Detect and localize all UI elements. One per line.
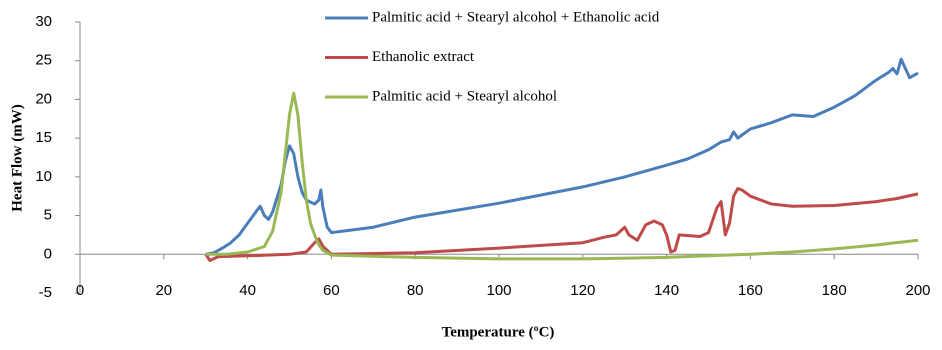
- x-tick-label: 120: [570, 282, 595, 299]
- x-tick-label: 200: [905, 282, 930, 299]
- x-tick-label: 20: [155, 282, 172, 299]
- y-tick-label: 15: [35, 129, 52, 146]
- y-axis-title: Heat Flow (mW): [9, 104, 25, 211]
- x-tick-label: 140: [654, 282, 679, 299]
- legend-label: Ethanolic extract: [372, 49, 475, 65]
- y-tick-label: 0: [44, 245, 52, 262]
- x-tick-label: 80: [407, 282, 424, 299]
- x-tick-label: 60: [323, 282, 340, 299]
- y-tick-label: 5: [44, 207, 52, 224]
- y-tick-label: 30: [35, 13, 52, 30]
- x-tick-label: 180: [822, 282, 847, 299]
- y-tick-label: 25: [35, 52, 52, 69]
- y-tick-label: 10: [35, 168, 52, 185]
- x-axis-title: Temperature (ºC): [442, 324, 555, 340]
- y-tick-label: 20: [35, 90, 52, 107]
- series-line: [205, 91, 919, 261]
- x-tick-label: 40: [239, 282, 256, 299]
- x-tick-label: 0: [76, 282, 84, 299]
- series-line: [205, 57, 919, 256]
- y-tick-label: -5: [39, 284, 52, 301]
- x-tick-label: 160: [738, 282, 763, 299]
- legend-label: Palmitic acid + Stearyl alcohol: [372, 88, 557, 104]
- legend-label: Palmitic acid + Stearyl alcohol + Ethano…: [372, 9, 660, 25]
- x-tick-label: 100: [486, 282, 511, 299]
